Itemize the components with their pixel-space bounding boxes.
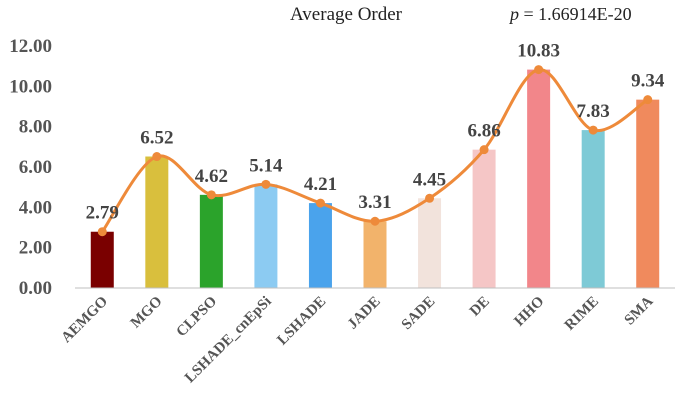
markers-group xyxy=(97,65,653,237)
bar xyxy=(145,156,169,288)
x-tick-label: SMA xyxy=(622,293,657,328)
data-label: 5.14 xyxy=(249,155,283,176)
line-marker xyxy=(425,193,435,203)
data-label: 10.83 xyxy=(517,41,560,62)
y-tick-label: 0.00 xyxy=(19,278,52,299)
line-marker xyxy=(206,190,216,200)
line-marker xyxy=(152,152,162,162)
p-value-text: = 1.66914E-20 xyxy=(519,4,632,24)
bar xyxy=(581,130,605,288)
x-tick-label: MGO xyxy=(128,294,166,332)
y-tick-label: 2.00 xyxy=(19,238,52,259)
bar xyxy=(90,231,114,288)
bar xyxy=(199,194,223,288)
data-label: 6.86 xyxy=(467,121,500,142)
bar xyxy=(527,69,551,288)
y-axis: 0.00 2.00 4.00 6.00 8.00 10.00 12.00 xyxy=(9,36,52,299)
bar xyxy=(363,221,387,288)
x-tick-label: DE xyxy=(467,294,493,320)
p-symbol: p xyxy=(508,4,519,24)
data-label: 4.62 xyxy=(195,166,228,187)
chart-title: Average Order xyxy=(290,4,403,25)
data-label: 7.83 xyxy=(577,101,610,122)
data-label: 3.31 xyxy=(358,192,391,213)
bars-group xyxy=(90,69,660,288)
x-tick-label: RIME xyxy=(562,294,602,334)
x-tick-label: AEMGO xyxy=(59,294,112,347)
line-marker xyxy=(97,227,107,237)
bar xyxy=(472,149,496,288)
x-tick-label: HHO xyxy=(511,294,547,330)
data-label: 4.21 xyxy=(304,174,337,195)
p-value-annotation: p = 1.66914E-20 xyxy=(508,4,632,24)
x-tick-label: CLPSO xyxy=(174,294,221,341)
line-marker xyxy=(588,125,598,135)
y-tick-label: 4.00 xyxy=(19,197,52,218)
x-tick-label: JADE xyxy=(345,294,384,333)
line-marker xyxy=(643,95,653,105)
data-label: 6.52 xyxy=(140,128,173,149)
data-label: 9.34 xyxy=(631,71,665,92)
bar xyxy=(636,99,660,288)
y-tick-label: 8.00 xyxy=(19,117,52,138)
bar xyxy=(418,198,442,288)
bar xyxy=(254,184,278,288)
y-tick-label: 6.00 xyxy=(19,157,52,178)
data-labels-group: 2.79 6.52 4.62 5.14 4.21 3.31 4.45 6.86 10.83 7.8… xyxy=(86,41,665,224)
y-tick-label: 10.00 xyxy=(9,76,52,97)
line-marker xyxy=(534,65,544,75)
bar xyxy=(308,203,332,288)
x-tick-label: LSHADE xyxy=(274,294,329,349)
data-label: 4.45 xyxy=(413,169,446,190)
y-tick-label: 12.00 xyxy=(9,36,52,57)
line-marker xyxy=(261,179,271,189)
line-marker xyxy=(370,216,380,226)
data-label: 2.79 xyxy=(86,203,119,224)
line-marker xyxy=(315,198,325,208)
line-marker xyxy=(479,145,489,155)
x-tick-label: SADE xyxy=(399,294,439,334)
